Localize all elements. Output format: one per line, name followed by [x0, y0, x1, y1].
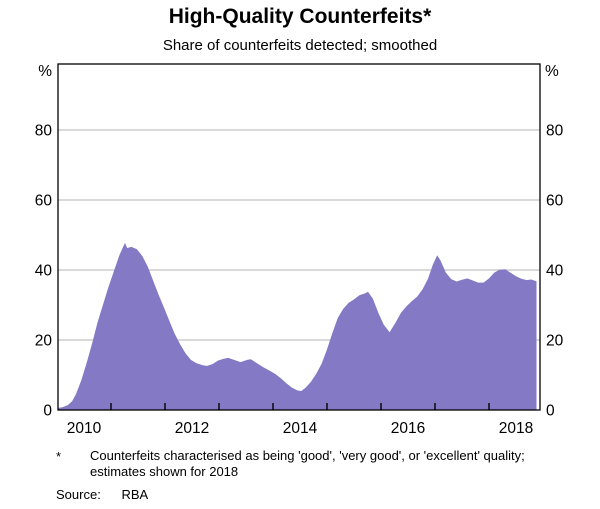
y-axis-label-right-40: 40 [546, 263, 564, 280]
y-axis-label-right-60: 60 [546, 193, 564, 210]
y-axis-label-left-80: 80 [35, 123, 53, 140]
chart-subtitle: Share of counterfeits detected; smoothed [162, 37, 438, 54]
x-axis-label-2012: 2012 [175, 420, 209, 437]
y-axis-label-left-60: 60 [35, 193, 53, 210]
area-series [58, 243, 537, 410]
y-axis-label-right-80: 80 [546, 123, 564, 140]
source-row: Source: RBA [56, 487, 148, 502]
footnote-text: Counterfeits characterised as being 'goo… [90, 448, 525, 479]
x-axis-label-2018: 2018 [499, 420, 533, 437]
x-axis-label-2010: 2010 [67, 420, 102, 437]
y-axis-label-left-0: 0 [43, 403, 52, 420]
chart-title: High-Quality Counterfeits* [168, 5, 432, 28]
x-axis-label-2014: 2014 [283, 420, 318, 437]
y-axis-unit-right: % [545, 63, 559, 80]
y-axis-label-right-20: 20 [546, 333, 564, 350]
plot-border [57, 63, 541, 411]
footnote-marker: * [56, 449, 62, 464]
y-axis-unit-left: % [38, 63, 52, 80]
y-axis-label-right-0: 0 [546, 403, 555, 420]
y-axis-label-left-40: 40 [35, 263, 53, 280]
x-axis-label-2016: 2016 [391, 420, 425, 437]
y-axis-label-left-20: 20 [35, 333, 53, 350]
source-value: RBA [121, 487, 149, 502]
source-label: Source: [56, 487, 101, 502]
